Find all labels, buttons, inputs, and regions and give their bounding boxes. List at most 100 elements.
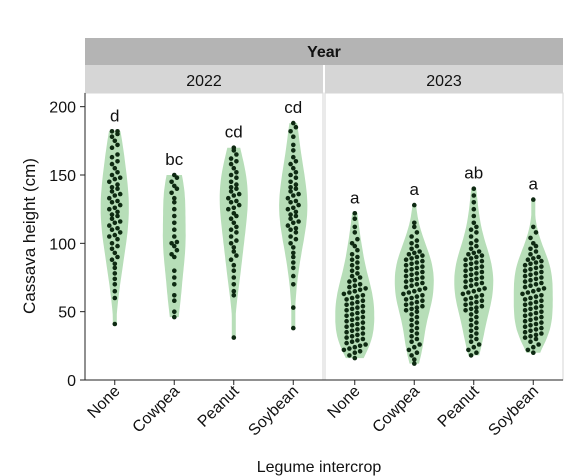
- significance-letter: bc: [165, 150, 183, 169]
- data-point: [420, 303, 425, 309]
- data-point: [349, 317, 355, 323]
- data-point: [352, 288, 358, 294]
- data-point: [349, 257, 355, 263]
- data-point: [468, 234, 474, 239]
- significance-letter: a: [529, 175, 539, 194]
- data-point: [414, 260, 420, 265]
- data-point: [533, 249, 539, 254]
- data-point: [420, 253, 425, 258]
- data-point: [234, 224, 239, 230]
- data-point: [112, 261, 118, 267]
- data-point: [355, 327, 360, 332]
- data-point: [414, 350, 420, 356]
- facet-strip-2023-bg: [325, 65, 563, 93]
- data-point: [471, 288, 477, 294]
- data-point: [355, 260, 360, 265]
- significance-letter: a: [350, 188, 360, 207]
- data-point: [533, 271, 539, 276]
- data-point: [409, 295, 414, 301]
- data-point: [412, 220, 417, 226]
- data-point: [474, 331, 479, 336]
- data-point: [112, 271, 118, 276]
- data-point: [539, 293, 544, 298]
- data-point: [109, 257, 115, 263]
- data-point: [291, 205, 296, 211]
- data-point: [474, 350, 479, 356]
- data-point: [234, 213, 239, 219]
- data-point: [293, 236, 299, 242]
- data-point: [352, 216, 358, 221]
- data-point: [291, 220, 296, 226]
- data-point: [293, 159, 299, 164]
- data-point: [285, 195, 291, 201]
- data-point: [231, 245, 237, 250]
- data-point: [357, 275, 363, 280]
- y-tick-label: 0: [67, 373, 76, 390]
- data-point: [109, 227, 115, 232]
- data-point: [174, 186, 180, 191]
- data-point: [231, 282, 237, 287]
- data-point: [109, 212, 115, 217]
- data-point: [401, 291, 406, 297]
- data-point: [476, 287, 482, 293]
- data-point: [414, 254, 420, 260]
- data-point: [344, 302, 349, 308]
- data-point: [344, 340, 349, 346]
- y-axis-label: Cassava height (cm): [20, 158, 39, 314]
- data-point: [293, 226, 299, 231]
- data-point: [228, 185, 234, 190]
- data-point: [409, 301, 414, 306]
- data-point: [174, 247, 180, 253]
- data-point: [468, 272, 474, 278]
- data-point: [291, 250, 296, 256]
- data-point: [479, 264, 485, 269]
- data-point: [474, 336, 479, 342]
- data-point: [234, 175, 239, 180]
- data-point: [288, 179, 293, 185]
- data-point: [412, 202, 417, 208]
- data-point: [115, 170, 120, 175]
- data-point: [412, 250, 417, 256]
- data-point: [172, 227, 177, 232]
- data-point: [234, 159, 239, 164]
- data-point: [349, 268, 355, 274]
- data-point: [117, 175, 123, 180]
- data-point: [468, 339, 474, 345]
- facet-strip-labels: 2022 2023: [85, 65, 563, 93]
- data-point: [172, 254, 177, 260]
- data-point: [112, 176, 118, 182]
- data-point: [112, 282, 118, 287]
- data-point: [288, 216, 293, 221]
- data-point: [403, 302, 409, 308]
- data-point: [112, 288, 118, 294]
- data-point: [412, 224, 417, 230]
- significance-letters: d bc cd cd a a ab a: [110, 98, 539, 207]
- data-point: [403, 279, 409, 284]
- data-point: [291, 245, 296, 250]
- data-point: [363, 342, 368, 347]
- data-point: [355, 332, 360, 338]
- data-point: [231, 165, 237, 171]
- data-point: [288, 200, 293, 205]
- data-point: [468, 328, 474, 334]
- data-point: [403, 308, 409, 313]
- data-point: [115, 236, 120, 242]
- data-point: [528, 339, 533, 345]
- violin-2023-peanut: [454, 188, 494, 356]
- data-point: [414, 314, 420, 320]
- data-point: [172, 213, 177, 219]
- data-point: [291, 305, 296, 310]
- data-point: [109, 216, 115, 221]
- data-point: [528, 272, 533, 278]
- data-point: [360, 298, 366, 304]
- data-point: [476, 342, 482, 347]
- data-point: [539, 325, 544, 331]
- data-point: [109, 189, 115, 194]
- data-point: [403, 268, 409, 274]
- data-point: [468, 246, 474, 252]
- data-point: [355, 321, 360, 327]
- data-point: [288, 189, 293, 194]
- data-point: [357, 343, 363, 349]
- data-point: [471, 344, 477, 350]
- data-point: [357, 287, 363, 293]
